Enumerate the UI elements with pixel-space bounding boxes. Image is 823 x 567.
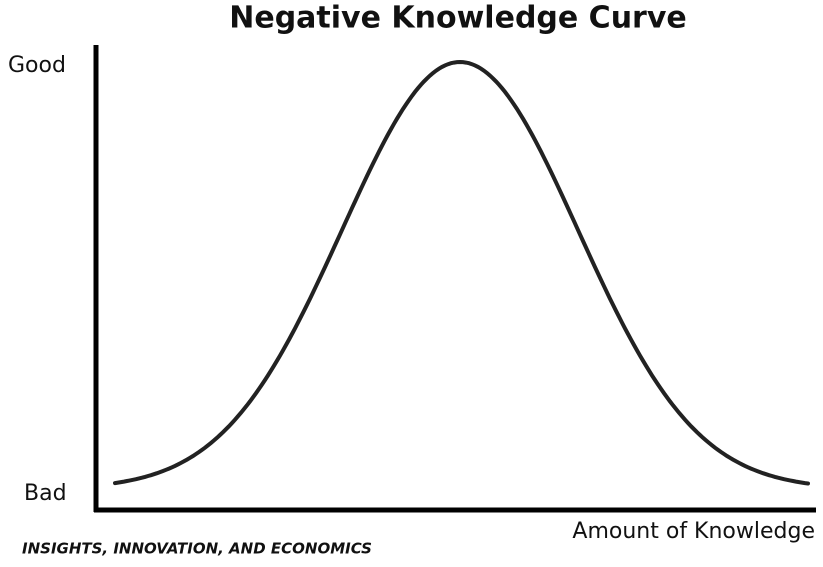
x-axis-label: Amount of Knowledge — [572, 519, 815, 544]
footer: INSIGHTS, INNOVATION, AND ECONOMICS — [22, 540, 372, 558]
y-bottom-label: Bad — [24, 481, 67, 506]
title: Negative Knowledge Curve — [229, 1, 687, 36]
y-top-label: Good — [8, 53, 66, 78]
bell-curve — [113, 59, 810, 486]
